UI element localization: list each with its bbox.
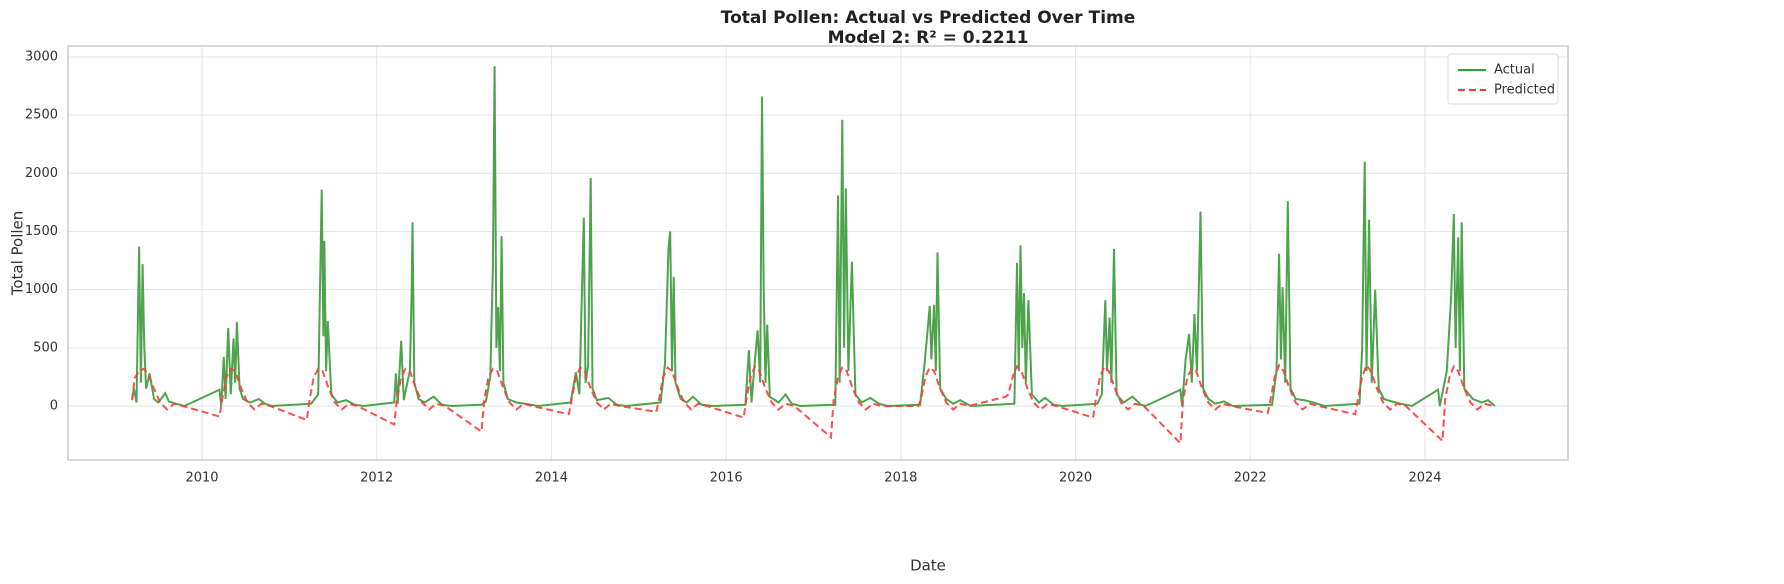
y-tick-label: 1500: [25, 224, 58, 239]
y-tick-label: 1000: [25, 282, 58, 297]
legend-label: Predicted: [1494, 83, 1555, 98]
series-line: [131, 66, 1496, 408]
legend-label: Actual: [1494, 63, 1535, 78]
y-tick-label: 2000: [25, 166, 58, 181]
x-tick-label: 2022: [1234, 471, 1267, 486]
x-axis-label: Date: [910, 557, 946, 575]
chart-subtitle: Model 2: R² = 0.2211: [828, 28, 1029, 48]
x-tick-label: 2016: [710, 471, 743, 486]
x-tick-label: 2012: [360, 471, 393, 486]
x-tick-label: 2020: [1059, 471, 1092, 486]
x-tick-label: 2014: [535, 471, 568, 486]
legend-box: [1447, 53, 1559, 105]
series-line: [131, 363, 1494, 446]
plot-frame: [67, 45, 1569, 461]
y-tick-label: 500: [33, 340, 58, 355]
x-tick-label: 2010: [185, 471, 218, 486]
y-tick-label: 0: [50, 399, 58, 414]
x-tick-label: 2024: [1408, 471, 1441, 486]
y-tick-label: 2500: [25, 108, 58, 123]
x-tick-label: 2018: [884, 471, 917, 486]
y-tick-label: 3000: [25, 49, 58, 64]
y-axis-label: Total Pollen: [9, 211, 27, 297]
chart-title: Total Pollen: Actual vs Predicted Over T…: [721, 8, 1136, 28]
